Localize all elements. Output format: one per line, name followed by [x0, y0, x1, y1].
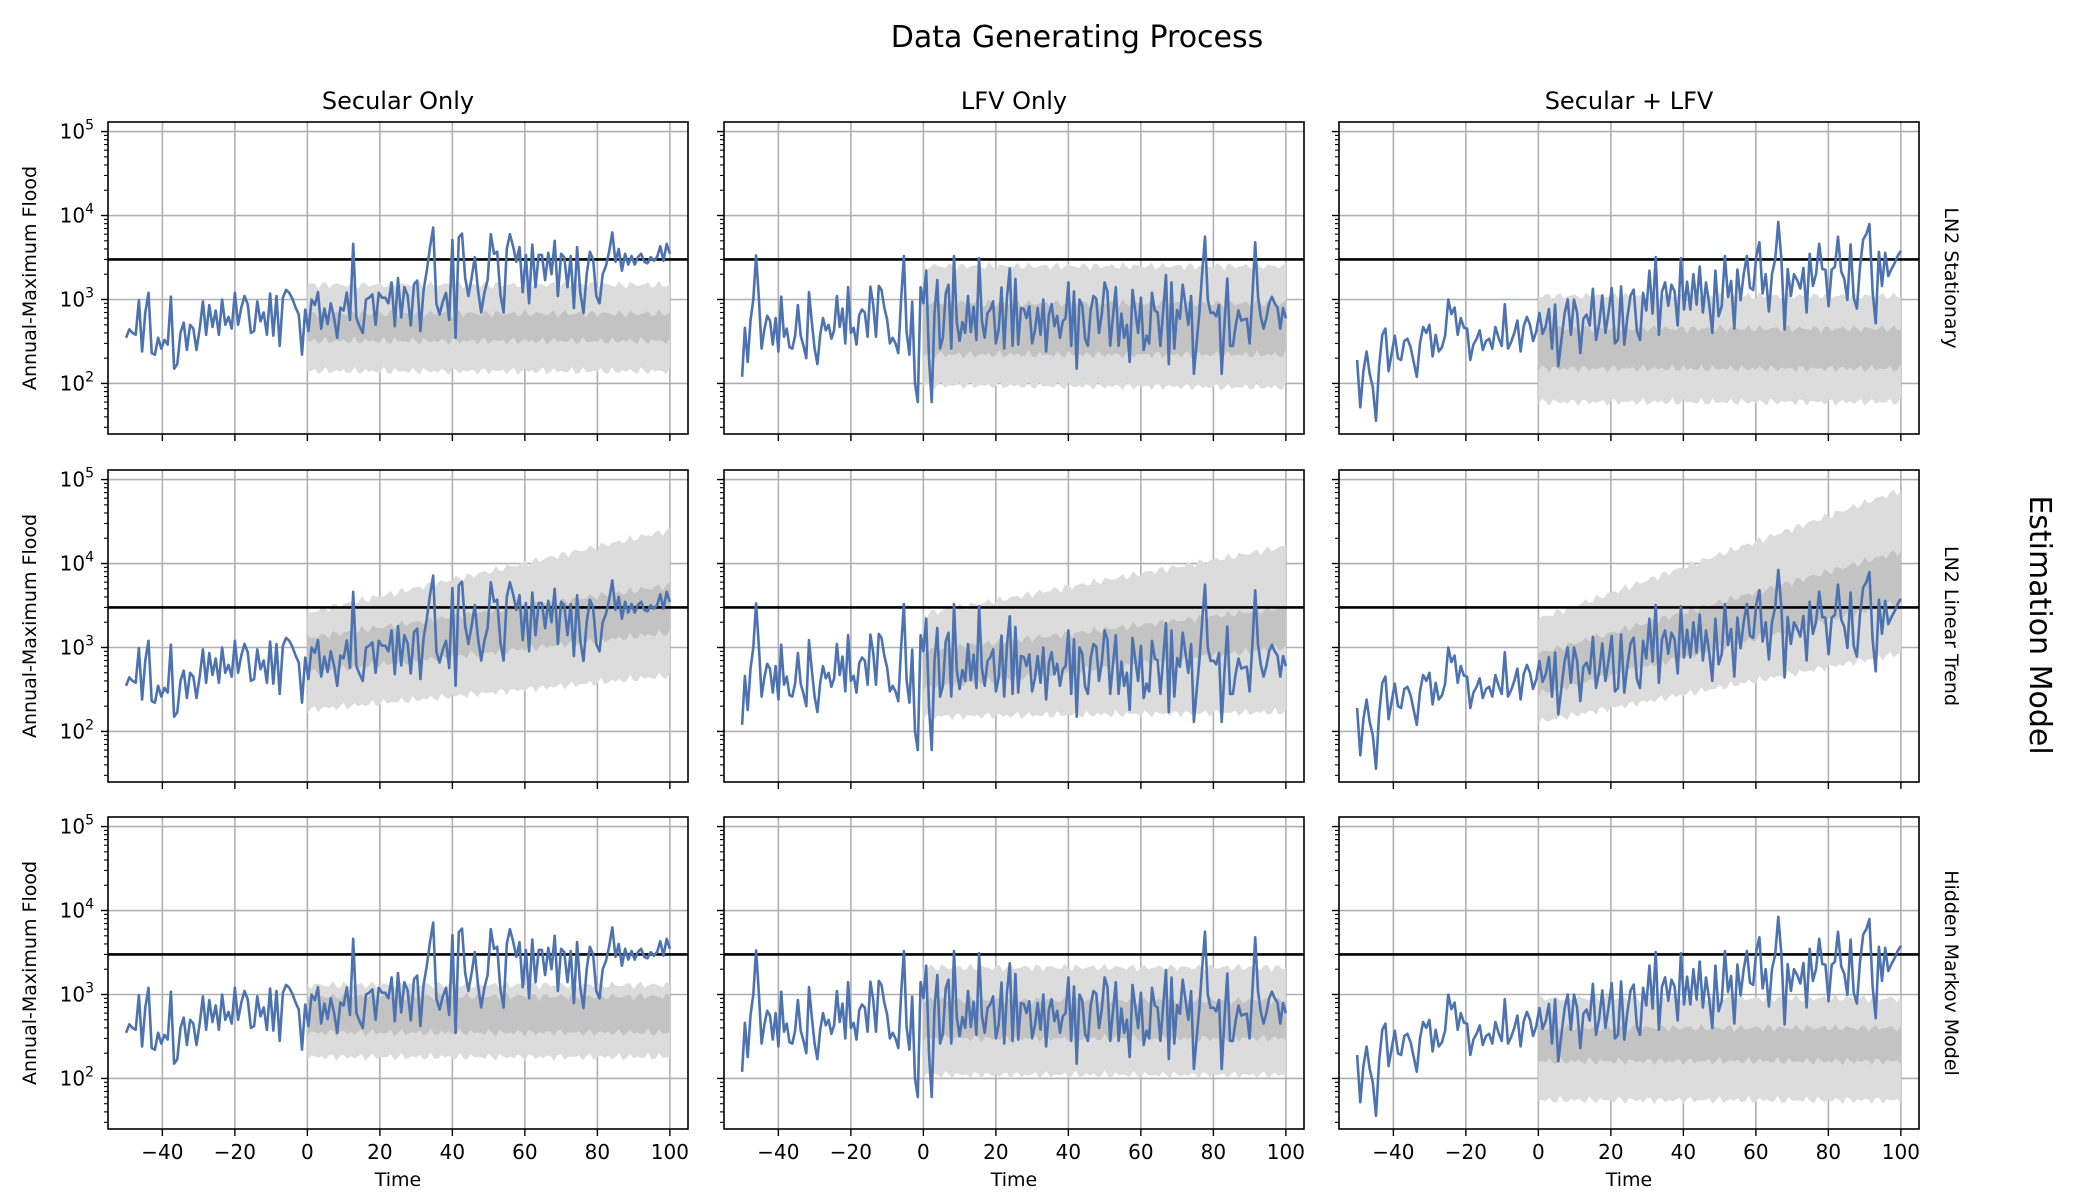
flood-series-line [740, 930, 1288, 1099]
x-tick-label: 100 [1882, 1140, 1920, 1164]
x-tick-label: 0 [1532, 1140, 1545, 1164]
y-tick-label: 104 [60, 202, 94, 228]
y-tick-label: 102 [60, 1064, 94, 1090]
x-tick-label: 40 [1671, 1140, 1696, 1164]
flood-series-line [124, 226, 672, 371]
x-tick-label: 60 [1128, 1140, 1153, 1164]
row-label: LN2 Stationary [1940, 207, 1962, 348]
flood-series-line [124, 574, 672, 719]
x-tick-label: 0 [301, 1140, 314, 1164]
panel-hidden-markov-model-secular-lfv: −40 −20 0 20 40 60 80 100 Time Hidden Markov Mode… [1332, 816, 1962, 1191]
inner-interval-band [307, 309, 670, 345]
x-tick-label: 0 [917, 1140, 930, 1164]
axes-frame [723, 469, 1305, 783]
estimation-model-label: Estimation Model [2022, 495, 2057, 754]
axes-frame [107, 469, 689, 783]
inner-interval-band [1538, 324, 1901, 373]
x-axis-label: Time [990, 1169, 1038, 1191]
panel-ln2-stationary-lfv-only: LFV Only [717, 87, 1305, 441]
panel-ln2-linear-trend-secular-only: 102 103 104 105 Annual-Maximum Flood [19, 466, 689, 789]
flood-series-line [1355, 915, 1903, 1117]
flood-series-line [124, 921, 672, 1065]
figure-title: Data Generating Process [891, 20, 1264, 55]
x-tick-label: 60 [1743, 1140, 1768, 1164]
y-tick-label: 103 [60, 980, 94, 1006]
panel-grid: 102 103 104 105 Secular Only Annual-Maximum F… [19, 87, 1962, 1191]
x-axis-label: Time [374, 1169, 422, 1191]
flood-series-line [740, 235, 1288, 404]
x-tick-label: 20 [983, 1140, 1008, 1164]
y-tick-label: 105 [60, 118, 94, 144]
y-axis-label: Annual-Maximum Flood [19, 861, 41, 1085]
x-tick-label: −40 [757, 1140, 799, 1164]
x-tick-label: 20 [1598, 1140, 1623, 1164]
axes-frame [107, 816, 689, 1130]
x-tick-label: 40 [440, 1140, 465, 1164]
y-tick-label: 104 [60, 897, 94, 923]
x-tick-label: −40 [1372, 1140, 1414, 1164]
x-tick-label: −20 [830, 1140, 872, 1164]
x-tick-label: 60 [512, 1140, 537, 1164]
panel-ln2-stationary-secular-lfv: Secular + LFV LN2 Stationary [1332, 87, 1962, 441]
axes-frame [723, 816, 1305, 1130]
x-tick-label: 100 [1267, 1140, 1305, 1164]
y-tick-label: 102 [60, 369, 94, 395]
flood-series-line [1355, 568, 1903, 771]
y-tick-label: 103 [60, 285, 94, 311]
x-tick-label: −20 [214, 1140, 256, 1164]
x-tick-label: 100 [651, 1140, 689, 1164]
panel-hidden-markov-model-lfv-only: −40 −20 0 20 40 60 80 100 Time [717, 816, 1305, 1191]
column-title: Secular + LFV [1545, 87, 1714, 115]
x-tick-label: 80 [1201, 1140, 1226, 1164]
axes-frame [1338, 469, 1920, 783]
column-title: LFV Only [961, 87, 1067, 115]
x-axis-label: Time [1605, 1169, 1653, 1191]
y-tick-label: 105 [60, 466, 94, 492]
y-tick-label: 105 [60, 813, 94, 839]
flood-series-line [740, 583, 1288, 752]
panel-ln2-linear-trend-lfv-only [717, 469, 1305, 789]
y-axis-label: Annual-Maximum Flood [19, 166, 41, 390]
y-tick-label: 104 [60, 550, 94, 576]
inner-interval-band [307, 992, 670, 1037]
x-tick-label: −20 [1445, 1140, 1487, 1164]
x-tick-label: 40 [1056, 1140, 1081, 1164]
inner-interval-band [1538, 1023, 1901, 1066]
y-tick-label: 103 [60, 633, 94, 659]
flood-series-line [1355, 220, 1903, 423]
axes-frame [723, 121, 1305, 435]
x-tick-label: 80 [1816, 1140, 1841, 1164]
x-tick-label: 20 [367, 1140, 392, 1164]
axes-frame [107, 121, 689, 435]
panel-hidden-markov-model-secular-only: −40 −20 0 20 40 60 80 100 102 103 104 105 Time Annual… [19, 813, 689, 1191]
y-axis-label: Annual-Maximum Flood [19, 514, 41, 738]
x-tick-label: −40 [141, 1140, 183, 1164]
x-tick-label: 80 [585, 1140, 610, 1164]
axes-frame [1338, 816, 1920, 1130]
axes-frame [1338, 121, 1920, 435]
column-title: Secular Only [322, 87, 474, 115]
panel-ln2-linear-trend-secular-lfv: LN2 Linear Trend [1332, 469, 1962, 789]
y-tick-label: 102 [60, 717, 94, 743]
row-label: Hidden Markov Model [1940, 870, 1962, 1076]
panel-ln2-stationary-secular-only: 102 103 104 105 Secular Only Annual-Maximum F… [19, 87, 689, 441]
row-label: LN2 Linear Trend [1940, 546, 1962, 706]
